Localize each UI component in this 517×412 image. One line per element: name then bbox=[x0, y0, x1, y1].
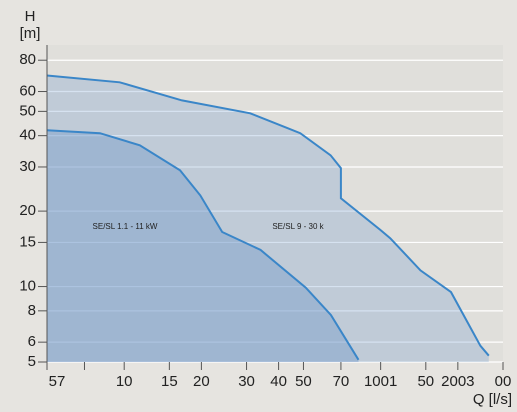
curve-line bbox=[46, 74, 490, 357]
y-tick-label: 15 bbox=[19, 233, 36, 250]
y-tick-label: 20 bbox=[19, 202, 36, 219]
curve-area bbox=[47, 130, 359, 362]
x-tick-label: 30 bbox=[238, 373, 255, 390]
x-tick-label: 00 bbox=[495, 373, 512, 390]
curve-area bbox=[47, 75, 489, 362]
x-tick-label: 1001 bbox=[364, 373, 397, 390]
x-tick-label: 50 bbox=[417, 373, 434, 390]
x-tick-label: 57 bbox=[49, 373, 66, 390]
y-tick-label: 10 bbox=[19, 278, 36, 295]
x-tick-label: 15 bbox=[161, 373, 178, 390]
annotation: SE/SL 9 - 30 k bbox=[272, 222, 324, 231]
x-tick-label: 40 bbox=[270, 373, 287, 390]
y-tick-label: 60 bbox=[19, 82, 36, 99]
curve-line bbox=[46, 129, 360, 361]
x-axis-label: Q [l/s] bbox=[473, 391, 512, 408]
y-tick-label: 50 bbox=[19, 102, 36, 119]
x-tick-label: 2003 bbox=[441, 373, 474, 390]
x-tick-label: 10 bbox=[116, 373, 133, 390]
y-axis-label: H bbox=[25, 8, 36, 25]
x-tick-label: 20 bbox=[193, 373, 210, 390]
y-tick-label: 80 bbox=[19, 51, 36, 68]
y-tick-label: 8 bbox=[28, 302, 36, 319]
x-tick-label: 50 bbox=[295, 373, 312, 390]
plot-area bbox=[47, 45, 503, 362]
y-tick-label: 5 bbox=[28, 353, 36, 370]
y-axis-unit: [m] bbox=[20, 25, 41, 42]
y-tick-label: 6 bbox=[28, 333, 36, 350]
annotation: SE/SL 1.1 - 11 kW bbox=[93, 222, 158, 231]
x-tick-label: 70 bbox=[333, 373, 350, 390]
y-tick-label: 30 bbox=[19, 158, 36, 175]
y-tick-label: 40 bbox=[19, 127, 36, 144]
